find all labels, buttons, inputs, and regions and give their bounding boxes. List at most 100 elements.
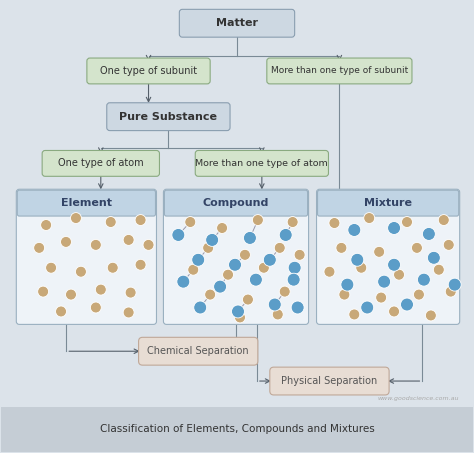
Circle shape [34,242,45,253]
Circle shape [348,223,361,236]
Circle shape [389,306,400,317]
Text: Physical Separation: Physical Separation [282,376,378,386]
FancyBboxPatch shape [318,190,459,216]
Circle shape [411,242,422,253]
Circle shape [279,286,290,297]
Circle shape [272,309,283,320]
Text: One type of atom: One type of atom [58,159,144,169]
Circle shape [75,266,86,277]
Circle shape [378,275,391,288]
Circle shape [223,269,234,280]
Circle shape [349,309,360,320]
Circle shape [294,249,305,260]
Text: Chemical Separation: Chemical Separation [147,346,249,356]
Circle shape [91,302,101,313]
FancyBboxPatch shape [87,58,210,84]
Circle shape [428,251,440,264]
Circle shape [388,222,401,235]
Circle shape [37,286,49,297]
Text: www.goodscience.com.au: www.goodscience.com.au [377,396,459,401]
FancyBboxPatch shape [1,407,473,452]
Circle shape [177,275,190,288]
FancyBboxPatch shape [138,337,258,365]
Circle shape [65,289,76,300]
Circle shape [55,306,66,317]
Circle shape [356,262,367,273]
Circle shape [291,301,304,314]
Circle shape [425,310,437,321]
Text: More than one type of atom: More than one type of atom [195,159,328,168]
Circle shape [123,235,134,246]
Circle shape [46,262,56,273]
Circle shape [287,273,300,286]
FancyBboxPatch shape [17,190,155,216]
Circle shape [448,278,461,291]
Circle shape [125,287,136,298]
Circle shape [203,242,214,253]
Circle shape [279,228,292,241]
Circle shape [401,217,412,227]
Circle shape [445,286,456,297]
Circle shape [388,258,401,271]
Circle shape [393,269,404,280]
Circle shape [264,253,276,266]
Circle shape [205,289,216,300]
Circle shape [41,220,52,231]
FancyBboxPatch shape [164,190,308,216]
Circle shape [107,262,118,273]
Circle shape [376,292,387,303]
Text: Element: Element [61,198,112,208]
Circle shape [324,266,335,277]
FancyBboxPatch shape [107,103,230,130]
Circle shape [336,242,347,253]
Circle shape [91,240,101,251]
FancyBboxPatch shape [267,58,412,84]
Circle shape [374,246,384,257]
Circle shape [438,215,449,226]
Circle shape [192,253,205,266]
Text: Matter: Matter [216,18,258,28]
Circle shape [244,231,256,244]
Circle shape [135,259,146,270]
Circle shape [249,273,262,286]
Circle shape [61,236,72,247]
Text: One type of subunit: One type of subunit [100,66,197,76]
Circle shape [143,240,154,251]
Circle shape [243,294,254,305]
Circle shape [172,228,185,241]
Text: Classification of Elements, Compounds and Mixtures: Classification of Elements, Compounds an… [100,424,374,434]
Circle shape [105,217,116,227]
Circle shape [413,289,424,300]
Circle shape [258,262,269,273]
Circle shape [239,249,250,260]
Circle shape [206,233,219,246]
Circle shape [95,284,106,295]
Circle shape [235,312,246,323]
Circle shape [364,212,374,223]
Circle shape [422,227,435,241]
Circle shape [329,217,340,228]
Circle shape [214,280,227,293]
Circle shape [135,215,146,226]
Circle shape [274,242,285,253]
Text: Pure Substance: Pure Substance [119,112,218,122]
Circle shape [123,307,134,318]
FancyBboxPatch shape [195,150,328,176]
FancyBboxPatch shape [270,367,389,395]
Circle shape [418,273,430,286]
FancyBboxPatch shape [179,10,295,37]
Circle shape [217,222,228,233]
Circle shape [443,240,454,251]
Text: Mixture: Mixture [364,198,412,208]
Circle shape [361,301,374,314]
Circle shape [228,258,241,271]
Circle shape [185,217,196,227]
Circle shape [268,298,281,311]
Circle shape [433,264,444,275]
Circle shape [188,264,199,275]
FancyBboxPatch shape [42,150,159,176]
FancyBboxPatch shape [164,189,309,324]
Circle shape [341,278,354,291]
Circle shape [231,305,245,318]
Circle shape [339,289,350,300]
